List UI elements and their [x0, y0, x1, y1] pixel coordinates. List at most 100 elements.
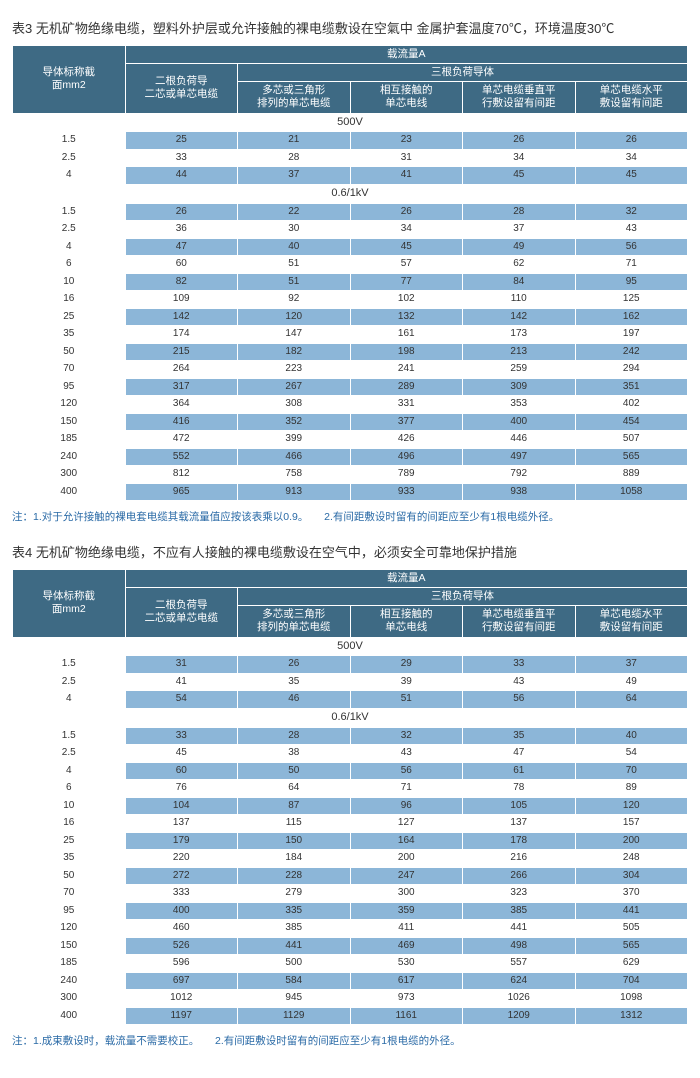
table-row: 70333279300323370 [13, 885, 688, 903]
cell: 198 [350, 343, 463, 361]
cell: 41 [350, 167, 463, 185]
cell: 35 [13, 326, 126, 344]
cell: 617 [350, 972, 463, 990]
current-a-header: 载流量A [125, 570, 688, 588]
cell: 460 [125, 920, 238, 938]
cell: 137 [125, 815, 238, 833]
cell: 185 [13, 431, 126, 449]
cell: 812 [125, 466, 238, 484]
cell: 272 [125, 867, 238, 885]
table-row: 1.53328323540 [13, 727, 688, 745]
table-row: 150526441469498565 [13, 937, 688, 955]
cell: 441 [463, 920, 576, 938]
data-table-4: 导体标称截面mm2载流量A二根负荷导二芯或单芯电缆三根负荷导体多芯或三角形排列的… [12, 569, 688, 1025]
cell: 95 [13, 902, 126, 920]
cell: 247 [350, 867, 463, 885]
three-cond-header: 三根负荷导体 [238, 64, 688, 82]
cell: 87 [238, 797, 351, 815]
table-row: 1.52521232626 [13, 132, 688, 150]
cell: 304 [575, 867, 688, 885]
table-row: 240552466496497565 [13, 448, 688, 466]
cell: 50 [13, 867, 126, 885]
cell: 120 [13, 920, 126, 938]
cell: 25 [13, 832, 126, 850]
cell: 596 [125, 955, 238, 973]
table-row: 1610992102110125 [13, 291, 688, 309]
cell: 40 [575, 727, 688, 745]
col-c4-header: 单芯电缆水平敷设留有间距 [575, 606, 688, 637]
cell: 4 [13, 762, 126, 780]
cell: 47 [463, 745, 576, 763]
cell: 37 [575, 656, 688, 674]
col-c3-header: 单芯电缆垂直平行敷设留有间距 [463, 82, 576, 113]
table-row: 2.53630343743 [13, 221, 688, 239]
cell: 92 [238, 291, 351, 309]
cell: 200 [350, 850, 463, 868]
cell: 385 [463, 902, 576, 920]
cell: 2.5 [13, 745, 126, 763]
cell: 64 [575, 691, 688, 709]
cell: 351 [575, 378, 688, 396]
table-4-note: 注：1.成束敷设时，载流量不需要校正。 2.有间距敷设时留有的间距应至少有1根电… [12, 1033, 688, 1048]
cell: 248 [575, 850, 688, 868]
cell: 400 [463, 413, 576, 431]
cell: 104 [125, 797, 238, 815]
cell: 30 [238, 221, 351, 239]
cell: 364 [125, 396, 238, 414]
cell: 95 [575, 273, 688, 291]
col-size-header: 导体标称截面mm2 [13, 570, 126, 638]
table-row: 150416352377400454 [13, 413, 688, 431]
table-row: 50272228247266304 [13, 867, 688, 885]
cell: 1129 [238, 1007, 351, 1025]
cell: 164 [350, 832, 463, 850]
cell: 23 [350, 132, 463, 150]
cell: 267 [238, 378, 351, 396]
cell: 51 [238, 256, 351, 274]
cell: 400 [13, 483, 126, 501]
cell: 32 [575, 203, 688, 221]
cell: 43 [350, 745, 463, 763]
cell: 441 [238, 937, 351, 955]
cell: 96 [350, 797, 463, 815]
cell: 35 [13, 850, 126, 868]
cell: 132 [350, 308, 463, 326]
cell: 242 [575, 343, 688, 361]
cell: 400 [125, 902, 238, 920]
table-row: 1.53126293337 [13, 656, 688, 674]
cell: 758 [238, 466, 351, 484]
cell: 308 [238, 396, 351, 414]
cell: 309 [463, 378, 576, 396]
cell: 16 [13, 291, 126, 309]
cell: 57 [350, 256, 463, 274]
table-row: 46050566170 [13, 762, 688, 780]
cell: 38 [238, 745, 351, 763]
table-row: 240697584617624704 [13, 972, 688, 990]
cell: 416 [125, 413, 238, 431]
cell: 95 [13, 378, 126, 396]
cell: 33 [125, 727, 238, 745]
cell: 913 [238, 483, 351, 501]
cell: 466 [238, 448, 351, 466]
three-cond-header: 三根负荷导体 [238, 588, 688, 606]
cell: 377 [350, 413, 463, 431]
table-row: 2.54135394349 [13, 673, 688, 691]
cell: 36 [125, 221, 238, 239]
cell: 77 [350, 273, 463, 291]
cell: 184 [238, 850, 351, 868]
table-row: 101048796105120 [13, 797, 688, 815]
cell: 266 [463, 867, 576, 885]
table-row: 120364308331353402 [13, 396, 688, 414]
cell: 1312 [575, 1007, 688, 1025]
cell: 10 [13, 797, 126, 815]
cell: 43 [463, 673, 576, 691]
table-row: 2.53328313434 [13, 149, 688, 167]
table-row: 16137115127137157 [13, 815, 688, 833]
cell: 173 [463, 326, 576, 344]
cell: 115 [238, 815, 351, 833]
cell: 200 [575, 832, 688, 850]
table-row: 45446515664 [13, 691, 688, 709]
table-3-note: 注：1.对于允许接触的裸电套电缆其载流量值应按该表乘以0.9。 2.有间距敷设时… [12, 509, 688, 524]
cell: 1209 [463, 1007, 576, 1025]
cell: 454 [575, 413, 688, 431]
cell: 2.5 [13, 149, 126, 167]
